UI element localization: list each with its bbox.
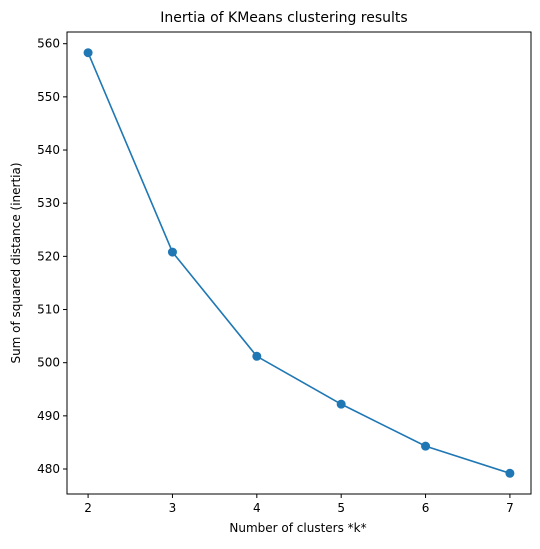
data-point: [167, 247, 177, 257]
data-point: [505, 468, 515, 478]
data-point: [252, 351, 262, 361]
y-tick-label: 500: [37, 356, 60, 370]
x-axis-ticks: 2 3 4 5 6 7: [84, 494, 514, 515]
data-points: [83, 48, 515, 478]
y-tick-label: 490: [37, 409, 60, 423]
y-axis-ticks: 480 490 500 510 520 530 540 550 560: [37, 37, 67, 476]
x-tick-label: 5: [337, 501, 345, 515]
x-axis-label: Number of clusters *k*: [229, 521, 366, 535]
y-tick-label: 530: [37, 196, 60, 210]
x-tick-label: 7: [506, 501, 514, 515]
y-tick-label: 480: [37, 462, 60, 476]
x-tick-label: 3: [169, 501, 177, 515]
series-line: [87, 52, 511, 475]
x-tick-label: 2: [84, 501, 92, 515]
y-tick-label: 520: [37, 249, 60, 263]
y-tick-label: 550: [37, 90, 60, 104]
data-point: [421, 441, 431, 451]
y-axis-label: Sum of squared distance (inertia): [9, 162, 23, 363]
y-tick-label: 540: [37, 143, 60, 157]
plot-area-frame: [66, 31, 532, 495]
y-tick-label: 510: [37, 303, 60, 317]
data-point: [83, 48, 93, 58]
chart-title: Inertia of KMeans clustering results: [160, 10, 407, 26]
y-tick-label: 560: [37, 37, 60, 51]
x-tick-label: 6: [422, 501, 430, 515]
x-tick-label: 4: [253, 501, 261, 515]
data-point: [336, 399, 346, 409]
